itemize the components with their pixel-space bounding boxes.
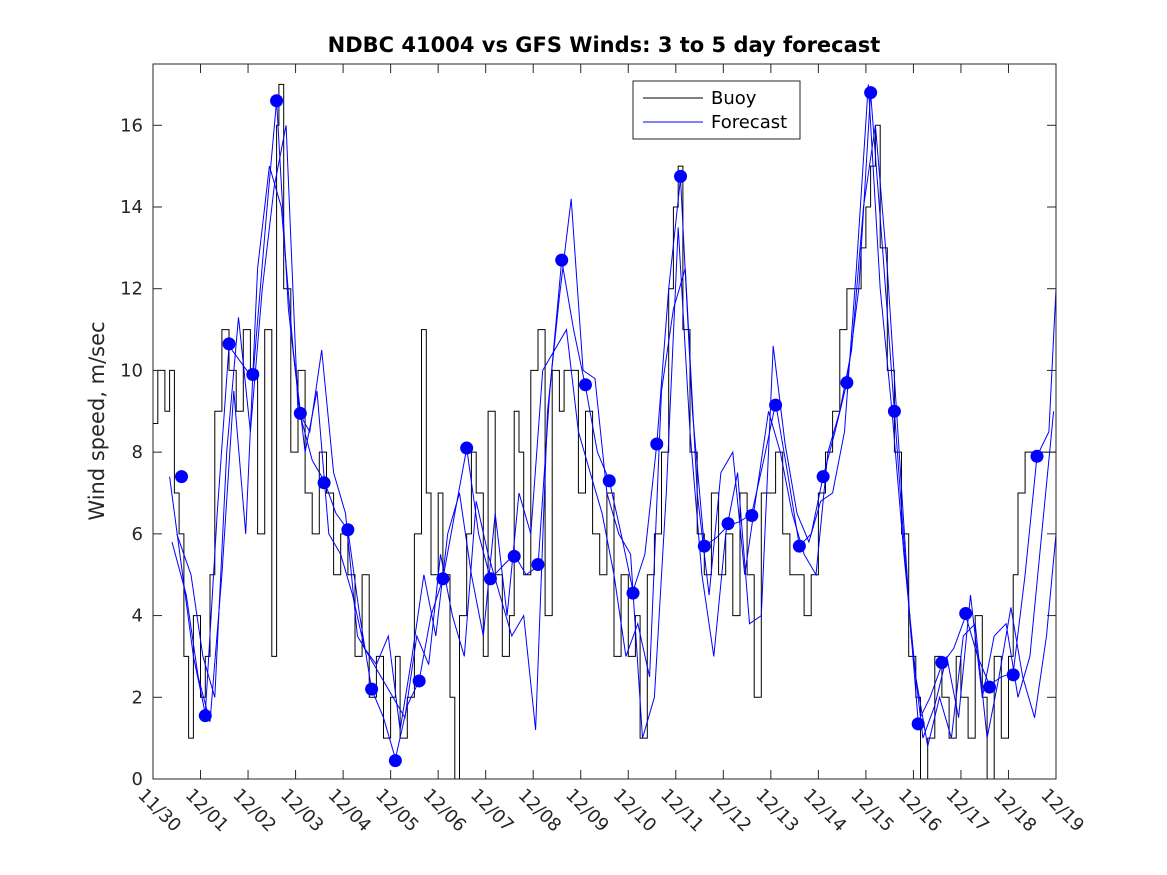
forecast-point-marker xyxy=(935,656,949,670)
forecast-point-marker xyxy=(674,169,688,183)
forecast-point-marker xyxy=(270,94,284,108)
y-tick-label: 12 xyxy=(120,279,143,300)
forecast-point-marker xyxy=(341,523,355,537)
forecast-point-marker xyxy=(222,337,236,351)
forecast-point-marker xyxy=(507,549,521,563)
forecast-point-marker xyxy=(578,378,592,392)
forecast-point-marker xyxy=(769,398,783,412)
y-tick-label: 16 xyxy=(120,115,143,136)
forecast-point-marker xyxy=(246,368,260,382)
y-tick-label: 14 xyxy=(120,197,143,218)
forecast-point-marker xyxy=(555,253,569,267)
forecast-point-marker xyxy=(745,508,759,522)
y-tick-label: 10 xyxy=(120,360,143,381)
forecast-series-line-2 xyxy=(171,125,1055,739)
forecast-point-marker xyxy=(959,607,973,621)
legend: Buoy Forecast xyxy=(632,80,801,140)
forecast-point-marker xyxy=(602,474,616,488)
forecast-point-marker xyxy=(293,406,307,420)
forecast-series-line-3 xyxy=(176,84,1057,747)
y-tick-label: 0 xyxy=(132,769,143,790)
forecast-point-marker xyxy=(1030,449,1044,463)
y-tick-label: 4 xyxy=(132,606,143,627)
forecast-point-marker xyxy=(1006,668,1020,682)
marker-layer xyxy=(175,86,1044,768)
y-axis: 0 2 4 6 8 10 12 14 16 xyxy=(120,115,1056,790)
y-tick-label: 2 xyxy=(132,687,143,708)
legend-buoy-label: Buoy xyxy=(711,88,757,109)
legend-forecast-label: Forecast xyxy=(711,112,787,133)
forecast-point-marker xyxy=(436,572,450,586)
series-layer xyxy=(153,83,1057,780)
buoy-series-line xyxy=(153,83,1056,780)
forecast-point-marker xyxy=(531,558,545,571)
forecast-point-marker xyxy=(911,717,925,731)
forecast-point-marker xyxy=(816,470,830,484)
y-tick-label: 8 xyxy=(132,442,143,463)
forecast-point-marker xyxy=(697,539,711,553)
forecast-point-marker xyxy=(388,754,402,768)
forecast-point-marker xyxy=(317,476,331,490)
forecast-point-marker xyxy=(864,86,878,100)
chart-title: NDBC 41004 vs GFS Winds: 3 to 5 day fore… xyxy=(328,33,881,57)
forecast-point-marker xyxy=(198,709,212,723)
forecast-point-marker xyxy=(365,682,379,696)
y-tick-label: 6 xyxy=(132,524,143,545)
legend-box xyxy=(632,80,801,140)
forecast-point-marker xyxy=(626,586,640,600)
forecast-point-marker xyxy=(412,674,426,688)
forecast-point-marker xyxy=(650,437,664,451)
forecast-point-marker xyxy=(483,572,497,586)
forecast-point-marker xyxy=(792,539,806,553)
forecast-point-marker xyxy=(460,441,474,455)
forecast-point-marker xyxy=(721,517,735,531)
axes-box xyxy=(152,63,1057,780)
forecast-point-marker xyxy=(175,470,189,484)
forecast-point-marker xyxy=(840,376,854,390)
y-axis-label: Wind speed, m/sec xyxy=(85,321,109,520)
forecast-point-marker xyxy=(982,680,996,694)
forecast-point-marker xyxy=(887,404,901,418)
